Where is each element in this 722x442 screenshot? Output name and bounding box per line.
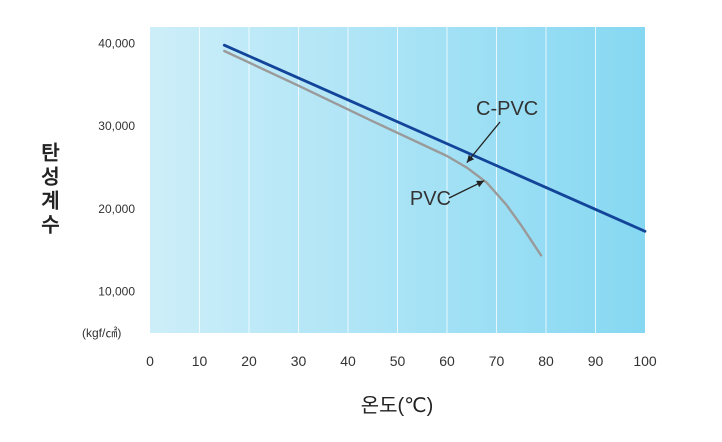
annotation-label: C-PVC <box>476 98 538 120</box>
x-tick-label: 30 <box>291 353 307 369</box>
x-tick-label: 100 <box>633 353 657 369</box>
series-lines <box>222 43 647 257</box>
y-axis-ticks: 10,000 20,000 30,000 40,000 <box>98 37 135 299</box>
y-axis-label: 탄성계수 <box>37 142 59 238</box>
annotation-arrowhead <box>466 154 475 163</box>
x-axis-label: 온도(℃) <box>361 395 434 417</box>
annotation-label: PVC <box>410 188 451 210</box>
y-unit-label: (kgf/㎠) <box>82 326 121 340</box>
annotation-arrow <box>466 121 501 164</box>
x-tick-label: 10 <box>192 353 208 369</box>
annotation-arrowhead <box>476 180 485 188</box>
x-tick-label: 0 <box>146 353 154 369</box>
y-tick-label: 20,000 <box>98 202 135 216</box>
x-axis-ticks: 0 10 20 30 40 50 60 70 80 90 100 <box>146 353 657 369</box>
x-tick-label: 40 <box>340 353 356 369</box>
x-tick-label: 80 <box>538 353 554 369</box>
x-tick-label: 60 <box>439 353 455 369</box>
annotations: C-PVC PVC <box>410 98 538 210</box>
series-line-pvc <box>223 49 543 257</box>
y-tick-label: 10,000 <box>98 285 135 299</box>
x-tick-label: 70 <box>489 353 505 369</box>
series-line-c-pvc <box>222 43 647 233</box>
x-tick-label: 50 <box>390 353 406 369</box>
y-tick-label: 30,000 <box>98 119 135 133</box>
x-tick-label: 20 <box>241 353 257 369</box>
x-tick-label: 90 <box>588 353 604 369</box>
y-tick-label: 40,000 <box>98 37 135 51</box>
